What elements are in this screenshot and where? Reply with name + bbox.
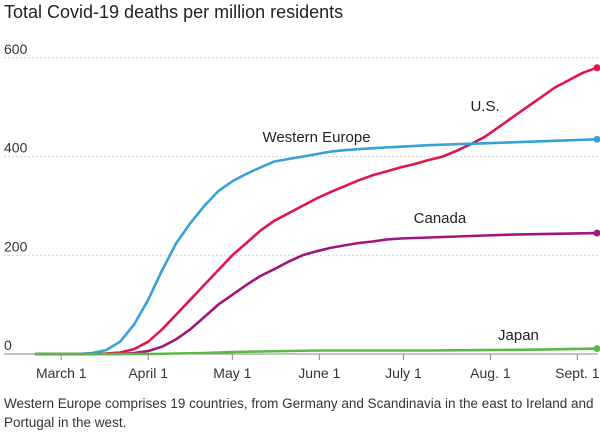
x-tick-label: Aug. 1 — [470, 365, 511, 381]
series-end-point-1 — [593, 135, 600, 143]
series-line-1 — [34, 138, 599, 356]
x-tick-label: Sept. 1 — [555, 365, 600, 381]
chart-footnote: Western Europe comprises 19 countries, f… — [4, 396, 594, 430]
y-tick-label: 200 — [4, 238, 28, 254]
line-chart: 0 200 400 600 March 1 April 1 May 1 June 1 July… — [4, 41, 600, 381]
series-end-point-0 — [593, 64, 600, 72]
x-tick-label: July 1 — [385, 365, 422, 381]
x-tick-label: May 1 — [213, 365, 251, 381]
y-tick-label: 400 — [4, 140, 28, 156]
series-label-2: Canada — [414, 210, 467, 227]
series-end-point-2 — [593, 229, 600, 237]
x-tick-label: April 1 — [128, 365, 168, 381]
y-tick-label: 600 — [4, 41, 28, 57]
series-label-1: Western Europe — [262, 129, 370, 146]
x-axis-ticks: March 1 April 1 May 1 June 1 July 1 Aug. 1 Sep… — [36, 354, 600, 381]
x-tick-label: March 1 — [36, 365, 87, 381]
series-labels: U.S. Western Europe Canada Japan — [262, 98, 538, 344]
series-line-0 — [34, 66, 599, 356]
series-end-point-3 — [593, 345, 600, 353]
series-lines — [34, 64, 600, 356]
series-label-0: U.S. — [470, 98, 499, 115]
chart-title: Total Covid-19 deaths per million reside… — [4, 2, 344, 22]
series-line-2 — [34, 231, 599, 356]
x-tick-label: June 1 — [298, 365, 340, 381]
series-label-3: Japan — [498, 327, 539, 344]
series-line-3 — [34, 347, 599, 356]
y-axis-ticks: 0 200 400 600 — [4, 41, 28, 353]
y-tick-label: 0 — [4, 337, 12, 353]
